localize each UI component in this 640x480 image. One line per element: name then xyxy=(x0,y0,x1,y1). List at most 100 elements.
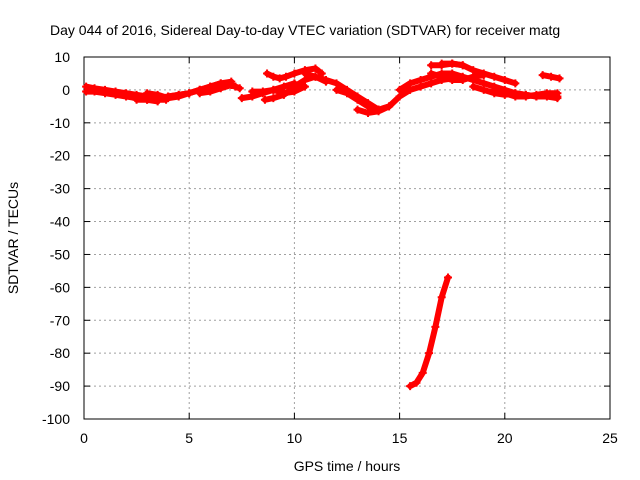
data-point xyxy=(143,89,152,98)
data-point xyxy=(437,293,446,302)
data-point xyxy=(269,85,278,94)
x-tick-label: 0 xyxy=(80,430,88,446)
data-point xyxy=(82,87,91,96)
y-tick-label: -10 xyxy=(50,115,70,131)
data-point xyxy=(427,69,436,78)
data-point xyxy=(490,72,499,81)
data-point xyxy=(443,273,452,282)
data-point xyxy=(279,90,288,99)
data-point xyxy=(469,66,478,75)
data-point xyxy=(437,72,446,81)
data-point xyxy=(111,90,120,99)
y-axis-label: SDTVAR / TECUs xyxy=(5,182,21,294)
data-point xyxy=(195,89,204,98)
y-tick-label: -30 xyxy=(50,181,70,197)
y-tick-label: -60 xyxy=(50,279,70,295)
y-tick-label: 10 xyxy=(54,49,70,65)
data-point xyxy=(448,59,457,68)
data-point xyxy=(521,92,530,101)
plot-frame xyxy=(83,56,611,420)
x-axis-label: GPS time / hours xyxy=(294,458,401,474)
data-point xyxy=(227,80,236,89)
data-point xyxy=(406,382,415,391)
data-point xyxy=(269,72,278,81)
y-tick-label: -50 xyxy=(50,246,70,262)
series-trace-17 xyxy=(428,60,466,69)
data-point xyxy=(406,79,415,88)
data-point xyxy=(235,84,244,93)
data-point xyxy=(311,64,320,73)
data-point xyxy=(290,69,299,78)
data-point xyxy=(458,61,467,70)
data-point xyxy=(248,87,257,96)
data-series xyxy=(82,59,564,391)
data-point xyxy=(290,82,299,91)
data-point xyxy=(353,95,362,104)
data-point xyxy=(511,79,520,88)
data-point xyxy=(418,368,427,377)
data-point xyxy=(311,72,320,81)
data-point xyxy=(458,76,467,85)
data-point xyxy=(416,76,425,85)
data-point xyxy=(353,105,362,114)
data-point xyxy=(532,90,541,99)
data-point xyxy=(101,89,110,98)
data-point xyxy=(490,85,499,94)
x-tick-label: 5 xyxy=(185,430,193,446)
data-point xyxy=(237,94,246,103)
x-tick-label: 10 xyxy=(287,430,303,446)
grid xyxy=(84,57,610,419)
data-point xyxy=(431,322,440,331)
data-point xyxy=(374,107,383,116)
data-point xyxy=(174,90,183,99)
data-point xyxy=(448,76,457,85)
series-trace-13 xyxy=(354,75,456,116)
data-point xyxy=(216,84,225,93)
data-point xyxy=(90,87,99,96)
data-point xyxy=(132,95,141,104)
x-tick-label: 15 xyxy=(392,430,408,446)
data-point xyxy=(555,74,564,83)
data-point xyxy=(538,71,547,80)
axis-ticks: 0 5 10 15 20 25 10 0 -10 -20 -30 -40 -50 -60 -70 -80 -90… xyxy=(42,49,618,446)
y-tick-label: 0 xyxy=(62,82,70,98)
data-point xyxy=(553,89,562,98)
data-point xyxy=(281,72,290,81)
data-point xyxy=(479,85,488,94)
y-tick-label: -100 xyxy=(42,411,70,427)
data-point xyxy=(275,74,284,83)
y-tick-label: -70 xyxy=(50,312,70,328)
data-point xyxy=(425,349,434,358)
y-tick-label: -40 xyxy=(50,214,70,230)
data-point xyxy=(412,378,421,387)
data-point xyxy=(164,92,173,101)
data-point xyxy=(321,76,330,85)
data-point xyxy=(300,69,309,78)
data-point xyxy=(343,89,351,98)
data-point xyxy=(258,87,267,96)
data-point xyxy=(385,102,394,111)
data-point xyxy=(479,69,488,78)
x-tick-label: 25 xyxy=(602,430,618,446)
data-point xyxy=(500,89,509,98)
chart-title: Day 044 of 2016, Sidereal Day-to-day VTE… xyxy=(50,22,560,38)
data-point xyxy=(153,90,162,99)
data-point xyxy=(547,72,556,81)
data-point xyxy=(511,92,520,101)
data-point xyxy=(263,69,272,78)
data-point xyxy=(364,108,373,117)
x-tick-label: 20 xyxy=(497,430,513,446)
data-point xyxy=(332,85,341,94)
data-point xyxy=(500,76,509,85)
y-tick-label: -90 xyxy=(50,378,70,394)
data-point xyxy=(206,87,215,96)
data-point xyxy=(395,85,404,94)
data-point xyxy=(427,61,436,70)
data-point xyxy=(260,95,269,104)
data-point xyxy=(437,61,446,70)
data-point xyxy=(542,89,551,98)
y-tick-label: -80 xyxy=(50,345,70,361)
y-tick-label: -20 xyxy=(50,148,70,164)
data-point xyxy=(185,89,194,98)
